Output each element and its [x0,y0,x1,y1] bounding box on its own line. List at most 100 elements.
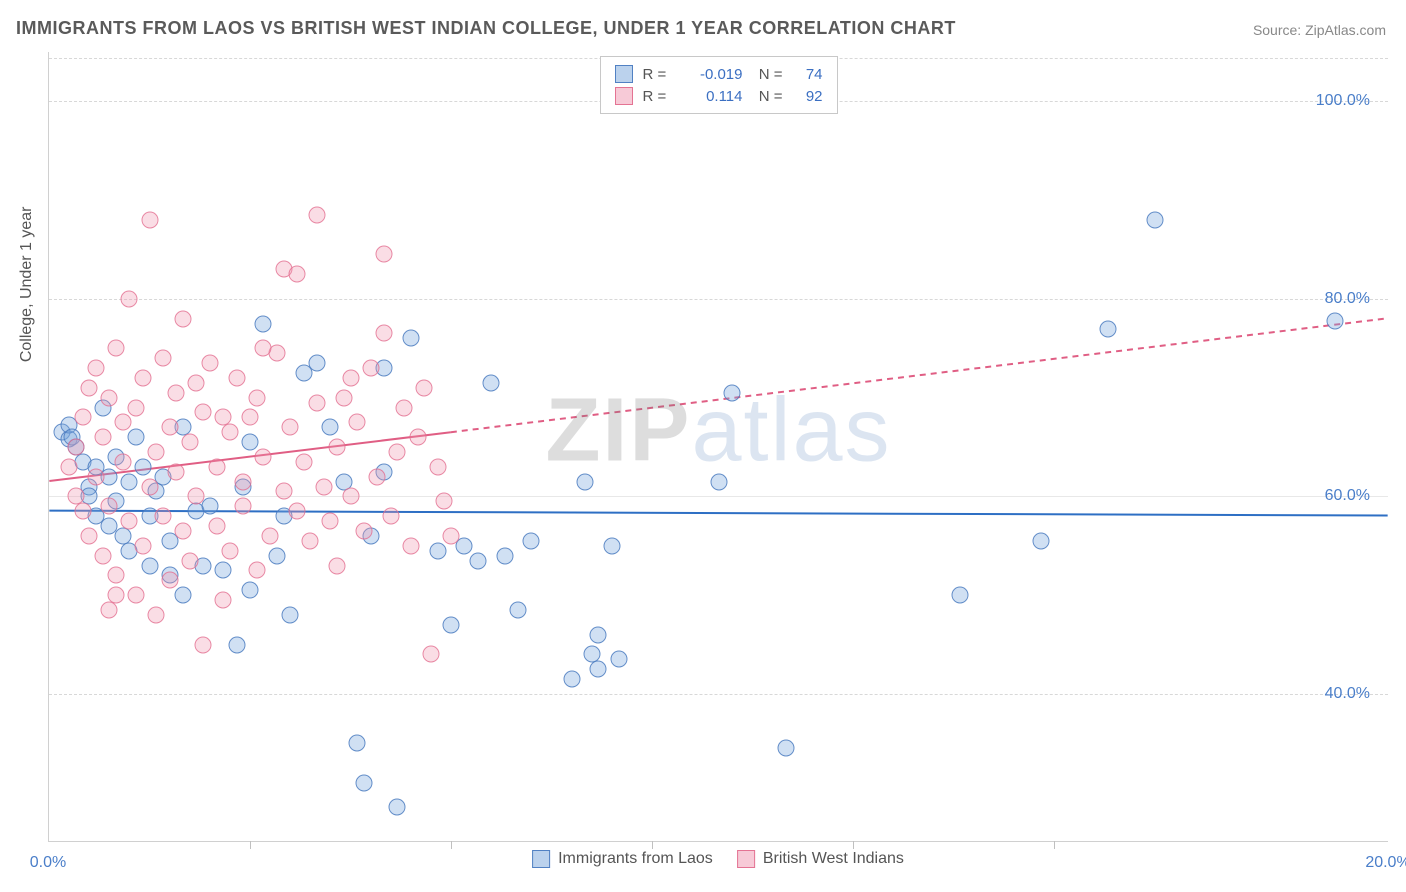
legend-swatch-bwi [615,87,633,105]
bwi-point [141,478,158,495]
watermark: ZIPatlas [545,379,891,482]
bwi-trendline-dashed [451,318,1388,432]
y-tick-label: 40.0% [1325,685,1370,703]
x-minor-tick [250,841,251,849]
bwi-point [422,646,439,663]
bwi-point [114,414,131,431]
x-tick-label: 20.0% [1365,854,1406,872]
bwi-point [87,468,104,485]
bwi-point [208,518,225,535]
bwi-point [154,508,171,525]
legend-r-label: R = [643,88,673,105]
x-minor-tick [652,841,653,849]
source-attribution: Source: ZipAtlas.com [1253,22,1386,38]
laos-point [496,547,513,564]
bwi-point [168,463,185,480]
bwi-point [255,448,272,465]
laos-point [121,473,138,490]
bwi-point [329,557,346,574]
laos-point [610,651,627,668]
legend-swatch-icon [532,850,550,868]
bwi-point [262,527,279,544]
laos-point [309,355,326,372]
bwi-point [309,206,326,223]
bwi-point [282,419,299,436]
laos-point [175,587,192,604]
legend-r-value-laos: -0.019 [683,66,743,83]
bwi-point [121,513,138,530]
bwi-point [355,522,372,539]
chart-title: IMMIGRANTS FROM LAOS VS BRITISH WEST IND… [16,18,956,39]
laos-point [1099,320,1116,337]
bwi-point [87,360,104,377]
bwi-point [376,325,393,342]
bwi-point [235,473,252,490]
bwi-point [188,488,205,505]
bwi-point [322,513,339,530]
series-legend: Immigrants from Laos British West Indians [532,850,904,868]
legend-label: British West Indians [763,850,904,868]
bwi-point [396,399,413,416]
bwi-point [362,360,379,377]
legend-n-label: N = [753,66,783,83]
bwi-point [221,424,238,441]
x-minor-tick [853,841,854,849]
laos-point [228,636,245,653]
legend-swatch-icon [737,850,755,868]
bwi-point [108,567,125,584]
bwi-point [248,389,265,406]
bwi-point [108,340,125,357]
legend-n-value-bwi: 92 [793,88,823,105]
x-minor-tick [1054,841,1055,849]
bwi-point [134,369,151,386]
bwi-point [94,429,111,446]
bwi-point [74,409,91,426]
laos-point [523,532,540,549]
laos-point [483,374,500,391]
bwi-point [288,266,305,283]
laos-point [724,384,741,401]
laos-point [402,330,419,347]
bwi-point [195,636,212,653]
bwi-point [128,399,145,416]
laos-point [952,587,969,604]
bwi-point [61,458,78,475]
y-tick-label: 80.0% [1325,290,1370,308]
bwi-point [342,488,359,505]
series-legend-item: Immigrants from Laos [532,850,713,868]
laos-point [510,601,527,618]
laos-point [443,616,460,633]
bwi-point [154,350,171,367]
watermark-zip: ZIP [545,380,691,480]
legend-label: Immigrants from Laos [558,850,713,868]
bwi-point [409,429,426,446]
bwi-point [443,527,460,544]
bwi-point [121,290,138,307]
y-tick-label: 100.0% [1316,92,1370,110]
laos-point [1327,312,1344,329]
bwi-point [208,458,225,475]
bwi-point [215,592,232,609]
bwi-point [161,572,178,589]
laos-point [778,740,795,757]
bwi-point [195,404,212,421]
bwi-point [161,419,178,436]
laos-point [590,661,607,678]
scatter-plot-area: R = -0.019 N = 74 R =0.114N =92 ZIPatlas 40.… [48,52,1388,842]
y-axis-label: College, Under 1 year [18,207,36,363]
gridline-h [49,496,1388,497]
bwi-point [141,211,158,228]
legend-swatch-laos [615,65,633,83]
laos-point [389,799,406,816]
bwi-point [288,503,305,520]
bwi-point [302,532,319,549]
legend-n-value-laos: 74 [793,66,823,83]
bwi-point [181,434,198,451]
bwi-point [255,340,272,357]
bwi-point [128,587,145,604]
legend-row-bwi: R =0.114N =92 [615,85,823,107]
laos-point [255,315,272,332]
bwi-point [201,355,218,372]
bwi-point [376,246,393,263]
laos-point [711,473,728,490]
